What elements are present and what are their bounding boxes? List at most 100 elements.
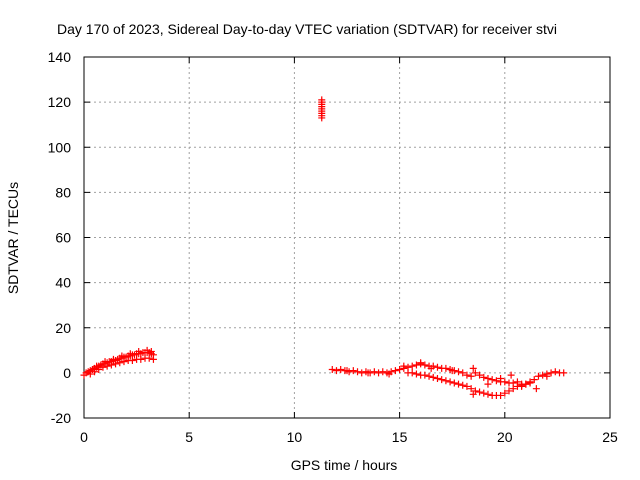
x-tick-labels: 0 5 10 15 20 25 — [80, 429, 618, 445]
data-point — [501, 378, 509, 386]
data-point — [448, 367, 456, 375]
data-point — [433, 363, 441, 371]
data-point — [522, 380, 530, 388]
data-point — [539, 371, 547, 379]
data-point — [375, 369, 383, 377]
x-tick-label: 5 — [185, 429, 193, 445]
data-point — [118, 352, 126, 360]
x-axis-title: GPS time / hours — [291, 457, 398, 473]
data-point — [450, 379, 458, 387]
data-point — [86, 370, 94, 378]
data-point — [149, 355, 157, 363]
plot-frame — [83, 56, 611, 419]
data-point — [107, 361, 115, 369]
y-tick-label: 140 — [48, 49, 72, 65]
series-group — [318, 96, 326, 122]
data-point — [480, 389, 488, 397]
data-point — [109, 355, 117, 363]
data-point — [463, 371, 471, 379]
y-tick-labels: -20 0 20 40 60 80 100 120 140 — [48, 49, 72, 426]
y-axis-title: SDTVAR / TECUs — [5, 182, 21, 294]
data-point — [91, 368, 99, 376]
data-point — [101, 358, 109, 366]
data-point — [433, 375, 441, 383]
data-point — [501, 389, 509, 397]
data-point — [469, 364, 477, 372]
data-point — [442, 377, 450, 385]
data-point — [427, 364, 435, 372]
chart-title: Day 170 of 2023, Sidereal Day-to-day VTE… — [57, 21, 557, 37]
data-point — [364, 369, 372, 377]
data-point — [112, 360, 120, 368]
data-point — [484, 390, 492, 398]
grid-lines — [84, 57, 610, 418]
data-point — [497, 375, 505, 383]
series-group — [343, 359, 551, 398]
data-point — [534, 372, 542, 380]
data-point — [379, 368, 387, 376]
data-point — [137, 355, 145, 363]
data-point — [370, 368, 378, 376]
data-point — [497, 391, 505, 399]
data-point — [425, 372, 433, 380]
series-group — [328, 360, 568, 388]
data-point — [446, 378, 454, 386]
data-point — [526, 379, 534, 387]
data-point — [396, 365, 404, 373]
data-point — [318, 96, 326, 104]
data-point — [459, 369, 467, 377]
data-point — [337, 365, 345, 373]
y-tick-label: 40 — [55, 275, 71, 291]
data-point — [412, 370, 420, 378]
data-point — [128, 356, 136, 364]
data-point — [492, 377, 500, 385]
x-tick-label: 10 — [287, 429, 303, 445]
data-point — [471, 369, 479, 377]
data-point — [507, 371, 515, 379]
data-point — [543, 372, 551, 380]
y-tick-label: 20 — [55, 320, 71, 336]
data-point — [551, 368, 559, 376]
series-group — [80, 346, 157, 379]
data-point — [408, 369, 416, 377]
data-point — [429, 373, 437, 381]
data-point — [332, 367, 340, 375]
data-point — [349, 367, 357, 375]
y-tick-label: -20 — [51, 410, 71, 426]
data-point — [343, 367, 351, 375]
data-point — [530, 376, 538, 384]
axis-ticks — [83, 56, 611, 419]
data-point — [518, 382, 526, 390]
data-point — [391, 367, 399, 375]
data-point — [385, 370, 393, 378]
data-point — [103, 362, 111, 370]
data-point — [469, 390, 477, 398]
data-point — [412, 361, 420, 369]
x-tick-label: 15 — [392, 429, 408, 445]
data-point — [476, 371, 484, 379]
data-point — [455, 368, 463, 376]
data-point — [421, 371, 429, 379]
data-point — [147, 347, 155, 355]
x-tick-label: 20 — [497, 429, 513, 445]
y-tick-label: 120 — [48, 94, 72, 110]
data-point — [455, 380, 463, 388]
data-point — [417, 359, 425, 367]
data-point — [505, 387, 513, 395]
data-point — [467, 385, 475, 393]
x-tick-label: 0 — [80, 429, 88, 445]
data-point — [143, 346, 151, 354]
data-point — [438, 376, 446, 384]
data-point — [484, 380, 492, 388]
data-point — [480, 373, 488, 381]
y-tick-label: 80 — [55, 184, 71, 200]
data-point — [509, 385, 517, 393]
data-point — [547, 369, 555, 377]
data-point — [93, 362, 101, 370]
data-point — [99, 363, 107, 371]
data-point — [476, 388, 484, 396]
data-point — [463, 382, 471, 390]
series-group — [404, 369, 534, 399]
data-point — [467, 372, 475, 380]
